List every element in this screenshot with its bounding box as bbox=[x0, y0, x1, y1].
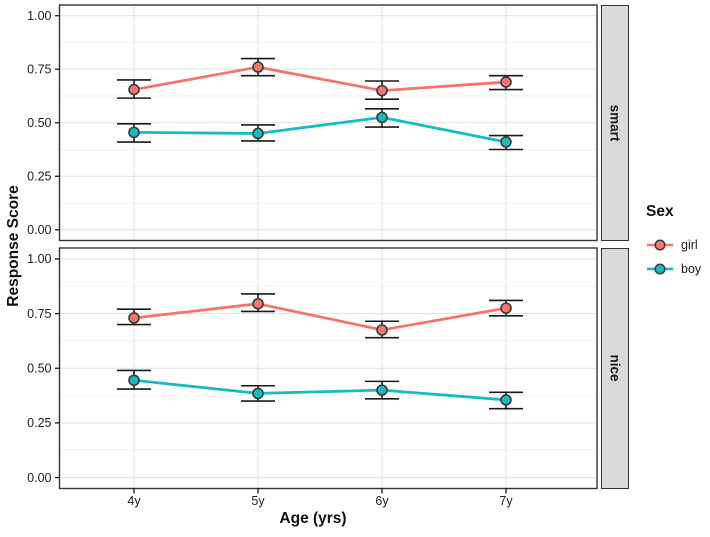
svg-text:0.25: 0.25 bbox=[27, 170, 51, 184]
svg-text:0.75: 0.75 bbox=[27, 307, 51, 321]
legend-item-girl: girl bbox=[646, 237, 701, 253]
facet-strip-smart: smart bbox=[601, 5, 629, 241]
legend-item-girl-label: girl bbox=[681, 238, 698, 252]
svg-text:7y: 7y bbox=[499, 494, 513, 508]
svg-text:0.25: 0.25 bbox=[27, 416, 51, 430]
svg-text:0.00: 0.00 bbox=[27, 471, 51, 485]
svg-text:1.00: 1.00 bbox=[27, 9, 51, 23]
legend: Sex girl boy bbox=[646, 202, 701, 285]
svg-text:0.75: 0.75 bbox=[27, 63, 51, 77]
svg-text:1.00: 1.00 bbox=[27, 252, 51, 266]
svg-text:0.50: 0.50 bbox=[27, 362, 51, 376]
legend-item-boy: boy bbox=[646, 261, 701, 277]
y-axis-title: Response Score bbox=[5, 185, 22, 307]
x-axis-title: Age (yrs) bbox=[279, 510, 347, 527]
svg-text:4y: 4y bbox=[127, 494, 141, 508]
legend-title: Sex bbox=[646, 203, 674, 220]
girl-key-icon bbox=[647, 239, 673, 251]
facet-strip-nice-label: nice bbox=[607, 354, 623, 382]
facet-strip-smart-label: smart bbox=[607, 104, 623, 142]
boy-key-icon bbox=[647, 263, 673, 275]
svg-text:0.00: 0.00 bbox=[27, 223, 51, 237]
legend-item-boy-label: boy bbox=[681, 262, 702, 276]
svg-text:6y: 6y bbox=[375, 494, 389, 508]
facet-strip-nice: nice bbox=[601, 248, 629, 489]
svg-text:0.50: 0.50 bbox=[27, 116, 51, 130]
svg-text:5y: 5y bbox=[251, 494, 265, 508]
